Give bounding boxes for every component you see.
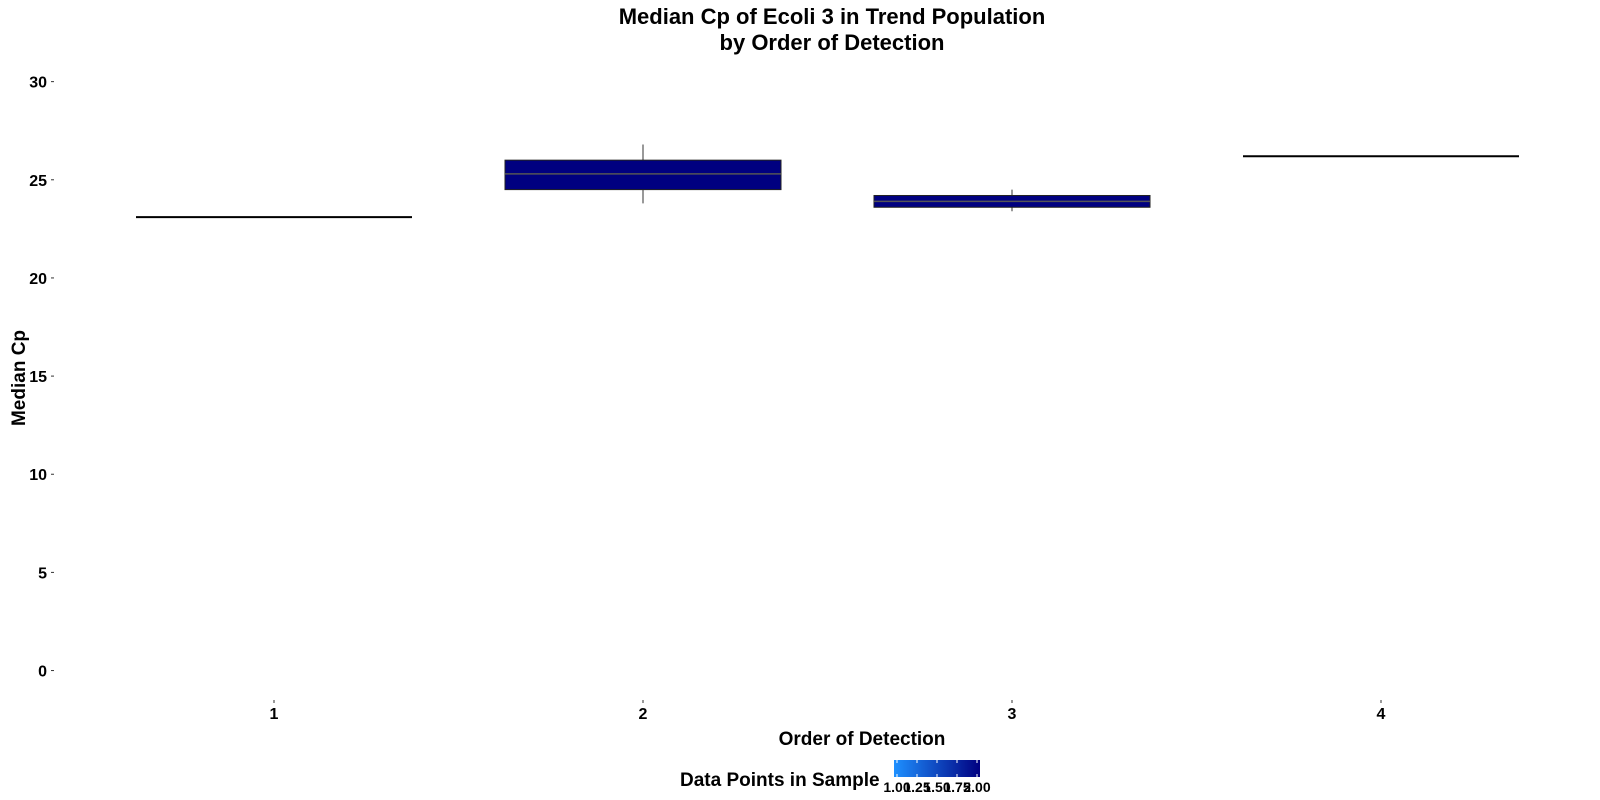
plot-area: 0 5 10 15 20 25 30 1 2 3 4 <box>29 75 1519 723</box>
y-tick-label: 30 <box>29 75 47 92</box>
y-tick-label: 25 <box>29 173 47 190</box>
chart-title-line-1: Median Cp of Ecoli 3 in Trend Population <box>619 4 1046 29</box>
legend: Data Points in Sample 1.001.251.501.752.… <box>680 760 991 795</box>
x-tick-label: 2 <box>639 706 648 723</box>
legend-ticks: 1.001.251.501.752.00 <box>883 760 991 795</box>
y-tick-label: 0 <box>38 664 47 681</box>
chart-title-line-2: by Order of Detection <box>720 30 945 55</box>
x-tick-label: 4 <box>1377 706 1386 723</box>
legend-tick-label: 1.50 <box>923 779 950 795</box>
box-series <box>136 144 1519 219</box>
y-axis: 0 5 10 15 20 25 30 <box>29 75 54 681</box>
x-axis: 1 2 3 4 <box>270 700 1386 723</box>
box-2 <box>504 144 782 204</box>
legend-tick-label: 2.00 <box>963 779 990 795</box>
legend-colorbar <box>894 760 980 777</box>
x-tick-label: 1 <box>270 706 279 723</box>
y-axis-title: Median Cp <box>9 330 30 426</box>
y-tick-label: 10 <box>29 467 47 484</box>
legend-title: Data Points in Sample <box>680 770 880 791</box>
legend-tick-label: 1.75 <box>943 779 970 795</box>
box-body <box>504 159 782 191</box>
legend-tick-label: 1.25 <box>903 779 930 795</box>
x-axis-title: Order of Detection <box>779 729 946 750</box>
legend-tick-label: 1.00 <box>883 779 910 795</box>
y-tick-label: 15 <box>29 369 47 386</box>
box-3 <box>873 189 1151 212</box>
x-tick-label: 3 <box>1008 706 1017 723</box>
y-tick-label: 5 <box>38 565 47 582</box>
y-tick-label: 20 <box>29 271 47 288</box>
